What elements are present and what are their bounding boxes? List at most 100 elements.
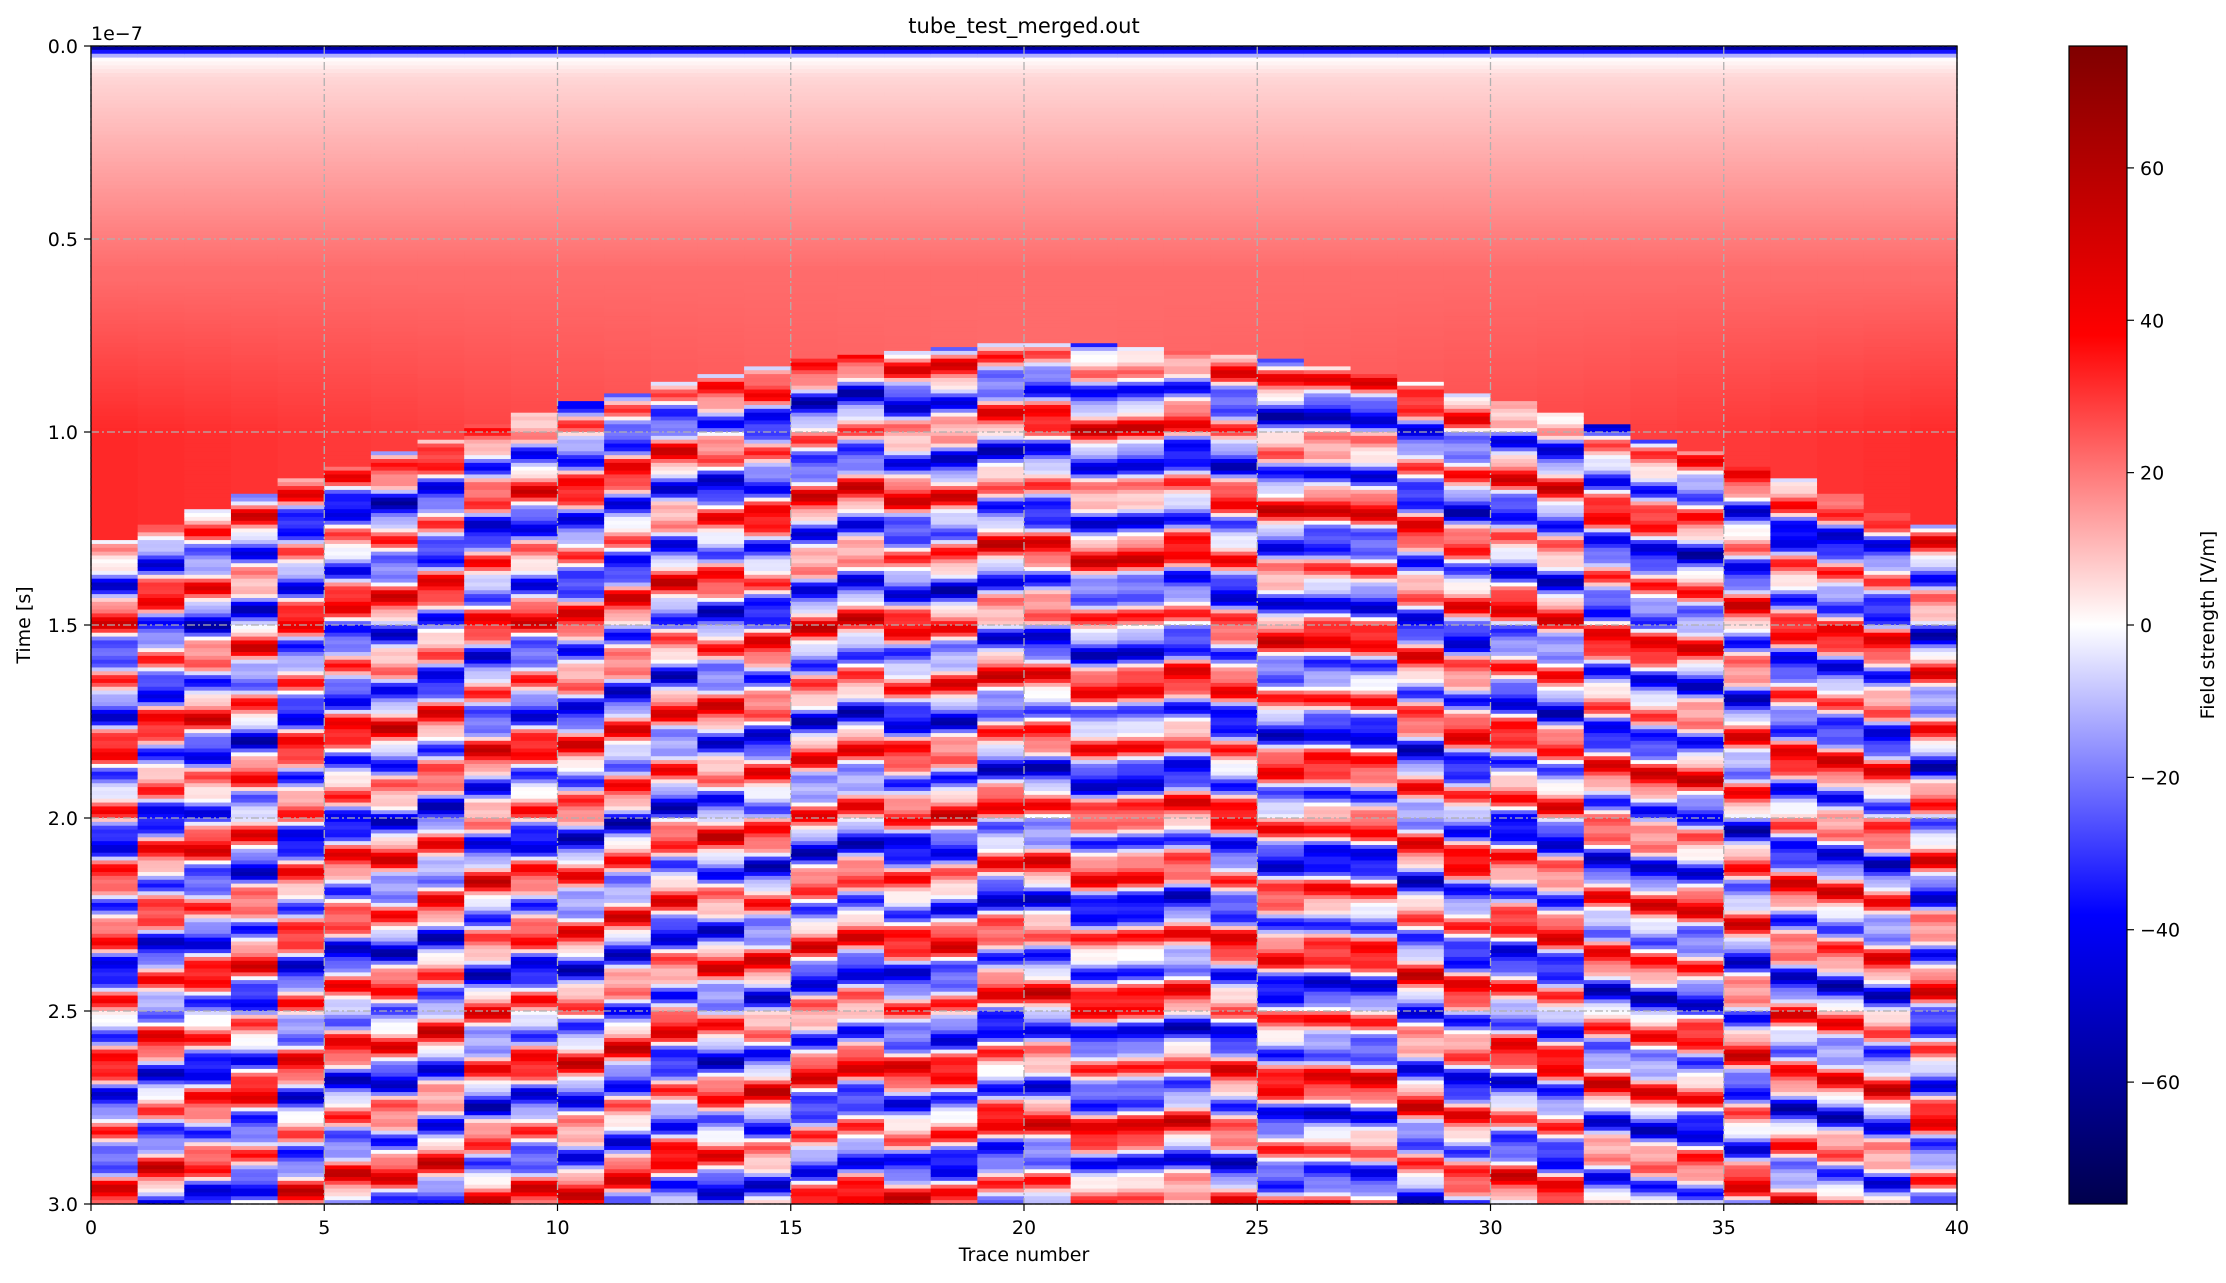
heatmap-cell — [791, 1003, 838, 1007]
heatmap-cell — [511, 548, 558, 552]
heatmap-cell — [651, 1077, 698, 1081]
heatmap-cell — [91, 617, 138, 621]
heatmap-cell — [278, 671, 325, 675]
heatmap-cell — [418, 772, 465, 776]
heatmap-cell — [558, 957, 605, 961]
heatmap-cell — [744, 741, 791, 745]
heatmap-cell — [464, 305, 511, 309]
heatmap-cell — [278, 787, 325, 791]
heatmap-cell — [371, 254, 418, 258]
heatmap-cell — [184, 1088, 231, 1092]
heatmap-cell — [278, 193, 325, 197]
heatmap-cell — [697, 664, 744, 668]
heatmap-cell — [91, 536, 138, 540]
heatmap-cell — [791, 660, 838, 664]
heatmap-cell — [558, 397, 605, 401]
heatmap-cell — [138, 332, 185, 336]
heatmap-cell — [558, 1100, 605, 1104]
heatmap-cell — [371, 193, 418, 197]
heatmap-cell — [464, 301, 511, 305]
heatmap-cell — [791, 837, 838, 841]
heatmap-cell — [278, 1042, 325, 1046]
heatmap-cell — [791, 544, 838, 548]
heatmap-cell — [278, 613, 325, 617]
heatmap-cell — [791, 768, 838, 772]
heatmap-cell — [138, 563, 185, 567]
heatmap-cell — [138, 482, 185, 486]
heatmap-cell — [464, 656, 511, 660]
heatmap-cell — [791, 806, 838, 810]
heatmap-cell — [231, 949, 278, 953]
heatmap-cell — [91, 1046, 138, 1050]
heatmap-cell — [371, 88, 418, 92]
heatmap-cell — [278, 216, 325, 220]
heatmap-cell — [418, 501, 465, 505]
heatmap-cell — [791, 598, 838, 602]
heatmap-cell — [138, 633, 185, 637]
heatmap-cell — [604, 150, 651, 154]
heatmap-cell — [604, 1131, 651, 1135]
heatmap-cell — [744, 139, 791, 143]
heatmap-cell — [511, 332, 558, 336]
heatmap-cell — [697, 532, 744, 536]
heatmap-cell — [278, 656, 325, 660]
heatmap-cell — [91, 891, 138, 895]
heatmap-cell — [697, 586, 744, 590]
heatmap-cell — [278, 1057, 325, 1061]
heatmap-cell — [837, 224, 884, 228]
heatmap-cell — [791, 1057, 838, 1061]
heatmap-cell — [184, 826, 231, 830]
heatmap-cell — [371, 949, 418, 953]
heatmap-cell — [558, 108, 605, 112]
heatmap-cell — [511, 243, 558, 247]
heatmap-cell — [278, 1026, 325, 1030]
heatmap-cell — [418, 150, 465, 154]
heatmap-cell — [371, 455, 418, 459]
heatmap-cell — [558, 918, 605, 922]
heatmap-cell — [558, 525, 605, 529]
heatmap-cell — [371, 112, 418, 116]
heatmap-cell — [184, 471, 231, 475]
heatmap-cell — [371, 366, 418, 370]
heatmap-cell — [418, 1111, 465, 1115]
heatmap-cell — [231, 1142, 278, 1146]
heatmap-cell — [371, 625, 418, 629]
heatmap-cell — [324, 1111, 371, 1115]
heatmap-cell — [744, 58, 791, 62]
heatmap-cell — [744, 131, 791, 135]
heatmap-cell — [464, 938, 511, 942]
heatmap-cell — [184, 501, 231, 505]
heatmap-cell — [511, 583, 558, 587]
heatmap-cell — [791, 212, 838, 216]
heatmap-cell — [697, 976, 744, 980]
heatmap-cell — [371, 938, 418, 942]
heatmap-cell — [558, 447, 605, 451]
heatmap-cell — [231, 934, 278, 938]
heatmap-cell — [371, 1003, 418, 1007]
heatmap-cell — [837, 413, 884, 417]
heatmap-cell — [184, 629, 231, 633]
heatmap-cell — [744, 1165, 791, 1169]
heatmap-cell — [511, 316, 558, 320]
heatmap-cell — [558, 320, 605, 324]
heatmap-cell — [604, 996, 651, 1000]
heatmap-cell — [278, 1077, 325, 1081]
heatmap-cell — [184, 768, 231, 772]
heatmap-cell — [324, 185, 371, 189]
heatmap-cell — [558, 1061, 605, 1065]
heatmap-cell — [138, 656, 185, 660]
heatmap-cell — [651, 216, 698, 220]
heatmap-cell — [91, 822, 138, 826]
heatmap-cell — [651, 61, 698, 65]
heatmap-cell — [511, 150, 558, 154]
heatmap-cell — [558, 806, 605, 810]
heatmap-cell — [791, 177, 838, 181]
heatmap-cell — [604, 235, 651, 239]
heatmap-cell — [697, 702, 744, 706]
heatmap-cell — [558, 343, 605, 347]
heatmap-cell — [371, 594, 418, 598]
heatmap-cell — [651, 772, 698, 776]
heatmap-cell — [837, 633, 884, 637]
heatmap-cell — [91, 965, 138, 969]
heatmap-cell — [837, 85, 884, 89]
